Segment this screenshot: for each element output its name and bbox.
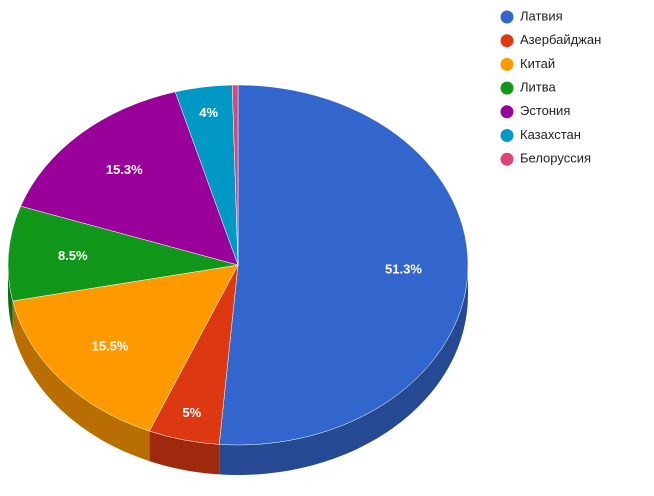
slice-side [219,265,468,475]
legend-marker [500,10,514,24]
legend-marker [500,105,514,119]
legend-label: Азербайджан [520,32,601,47]
slice [20,91,239,266]
legend-label: Литва [520,80,557,95]
legend-marker [500,57,514,71]
slice [7,205,239,302]
legend-label: Казахстан [520,127,581,142]
slice [12,264,239,432]
data-label: 8.5% [58,248,88,263]
slice-side [149,431,220,475]
legend-marker [500,129,514,142]
slice-side [12,300,150,462]
legend-label: Белоруссия [520,151,591,166]
slice-side [8,265,13,331]
legend-marker [500,81,514,95]
slice [218,84,469,446]
slice [231,84,239,266]
legend-label: Латвия [520,8,563,23]
legend-label: Китай [520,56,555,71]
data-label: 15.3% [106,162,143,177]
data-label: 4% [199,105,218,120]
data-label: 51.3% [385,262,422,277]
data-label: 15.5% [92,339,129,354]
legend-marker [500,152,514,166]
legend-label: Эстония [520,103,570,118]
legend-marker [500,34,514,48]
data-label: 5% [182,405,201,420]
